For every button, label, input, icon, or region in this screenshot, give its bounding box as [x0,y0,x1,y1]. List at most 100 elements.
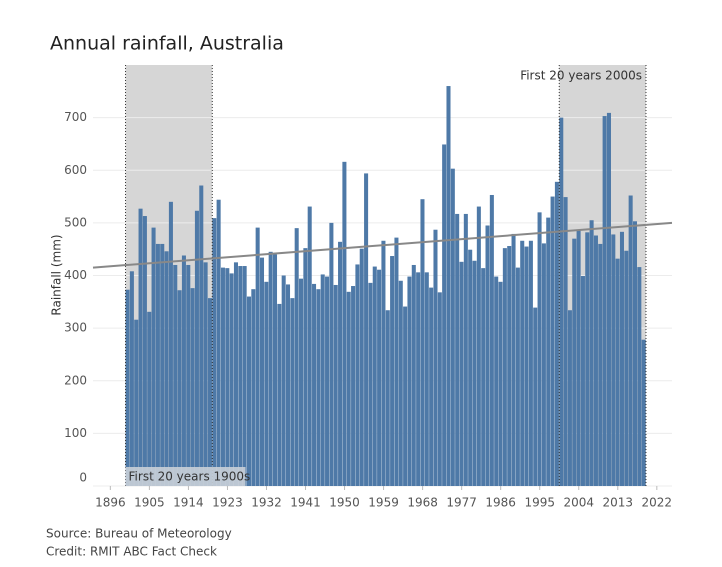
bar [320,274,325,486]
bar [606,112,611,487]
bar [351,286,356,486]
bar [455,213,460,486]
bar [537,212,542,486]
bar [268,251,273,486]
bar [355,264,360,486]
bar [593,235,598,486]
y-tick-label: 200 [64,373,87,387]
x-tick-label: 1968 [407,496,438,510]
x-tick-label: 1932 [251,496,282,510]
x-tick-label: 1959 [368,496,399,510]
x-tick-label: 1941 [290,496,321,510]
bar [476,206,481,486]
bar [619,231,624,486]
bar [259,257,265,486]
bar [216,199,221,486]
bar [142,216,147,486]
bar [338,241,343,486]
bar [229,273,234,486]
bar [416,272,421,486]
bar [220,267,225,486]
highlight-label: First 20 years 2000s [520,69,642,83]
bar [125,289,130,486]
x-tick-label: 1950 [329,496,360,510]
bar [580,276,585,486]
bar [407,276,412,486]
bar [398,280,403,486]
bar [151,227,156,486]
y-axis-label: Rainfall (mm) [50,234,64,315]
bar [164,251,169,486]
bar [463,213,468,486]
bar [290,298,295,486]
bar [368,282,373,486]
bar [134,319,139,486]
x-tick-label: 1896 [95,496,126,510]
x-tick-label: 1977 [446,496,477,510]
bar [589,220,594,486]
source: Source: Bureau of Meteorology [46,527,232,541]
bar [459,261,464,486]
x-tick-label: 2013 [603,496,634,510]
bar [446,86,451,487]
bar [312,283,317,486]
bar [494,276,499,486]
bar [303,248,308,486]
highlight-label: First 20 years 1900s [129,470,251,484]
x-tick-label: 1914 [173,496,204,510]
bar [420,199,425,486]
bar [632,221,638,486]
bar [325,276,330,486]
bar [390,256,395,486]
bar [442,144,447,486]
bar [177,290,182,486]
y-tick-label: 300 [64,321,87,335]
bar [238,266,243,486]
bar [333,284,338,486]
bar [567,310,572,486]
bar [346,291,351,486]
bar [342,161,347,486]
bar [615,258,620,486]
trend-line [92,221,673,269]
bar [585,232,590,486]
bar [524,246,529,486]
bar [533,307,538,486]
bar [155,243,160,486]
bar [468,249,473,486]
bar [372,266,377,486]
bar [194,210,199,487]
bar [385,310,390,486]
bar [160,243,165,486]
bar [186,264,191,486]
bar [554,181,559,486]
bar [472,260,477,486]
bar [255,227,260,486]
x-tick-label: 1923 [212,496,243,510]
bar [364,173,369,486]
bar [403,306,408,486]
bar [563,197,568,486]
bar [628,195,633,486]
bar [212,218,217,487]
bar [481,268,486,486]
bar [147,311,152,486]
bar [559,117,564,486]
bar [316,289,321,486]
label-box [125,467,246,486]
bar [138,208,143,486]
bar [602,116,607,486]
bar [173,264,178,486]
bar [411,264,416,486]
bar [528,240,533,486]
bar [437,292,442,486]
bar [641,339,646,486]
bar [511,233,516,486]
bar [541,243,546,486]
bar [272,254,278,486]
bar [598,243,603,486]
bar [546,217,551,487]
y-tick-label: 0 [79,471,87,485]
bar [550,196,555,486]
